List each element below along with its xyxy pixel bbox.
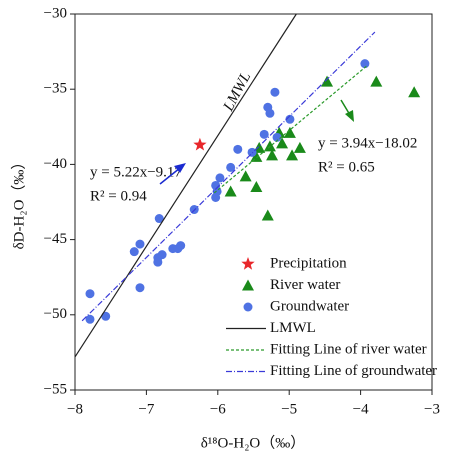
x-tick-label: −6	[210, 401, 226, 417]
legend-swatch	[243, 302, 253, 312]
point	[293, 141, 306, 153]
point	[85, 289, 95, 299]
point	[265, 108, 275, 118]
arrow	[159, 99, 354, 185]
y-tick-label: −35	[44, 81, 67, 97]
point	[283, 126, 296, 138]
point	[135, 239, 145, 249]
point	[176, 241, 186, 251]
point	[215, 173, 225, 183]
legend-label: Precipitation	[270, 255, 347, 271]
point	[286, 149, 299, 161]
legend-swatch	[242, 279, 254, 291]
point	[276, 137, 289, 149]
point	[408, 86, 421, 98]
point	[250, 150, 263, 162]
fit-line	[81, 31, 376, 322]
annotation: LMWL	[220, 70, 254, 115]
legend-swatch	[241, 257, 255, 270]
fit-line	[74, 13, 297, 358]
legend-label: Fitting Line of river water	[270, 341, 427, 357]
y-axis-label: δD-H₂O（‰）	[10, 155, 27, 250]
x-tick-label: −5	[281, 401, 297, 417]
point	[193, 137, 207, 151]
annotation: y = 5.22x−9.17	[90, 164, 182, 180]
point	[153, 257, 163, 267]
x-tick-label: −4	[353, 401, 369, 417]
y-tick-label: −45	[44, 231, 67, 247]
point	[239, 170, 252, 182]
point	[226, 162, 236, 172]
x-tick-label: −8	[67, 401, 83, 417]
point	[135, 283, 145, 293]
point	[285, 114, 295, 124]
legend-label: River water	[270, 277, 340, 293]
point	[233, 144, 243, 154]
plot-frame	[74, 13, 433, 391]
legend-label: Groundwater	[270, 298, 349, 314]
annotation: R² = 0.94	[90, 188, 147, 204]
point	[261, 209, 274, 221]
point	[129, 247, 139, 257]
point	[253, 141, 266, 153]
fit-line	[213, 64, 369, 194]
point	[85, 314, 95, 324]
point	[360, 59, 370, 69]
y-tick-label: −55	[44, 381, 67, 397]
point	[270, 87, 280, 97]
y-tick-label: −30	[44, 5, 67, 21]
point	[266, 149, 279, 161]
point	[250, 180, 263, 192]
point	[259, 129, 269, 139]
x-tick-label: −3	[424, 401, 440, 417]
x-tick-label: −7	[138, 401, 154, 417]
annotation: y = 3.94x−18.02	[318, 135, 417, 151]
y-tick-label: −50	[44, 306, 67, 322]
annotation: R² = 0.65	[318, 159, 375, 175]
point	[224, 185, 237, 197]
point	[101, 311, 111, 321]
point	[321, 75, 334, 87]
legend-label: Fitting Line of groundwater	[270, 363, 437, 379]
legend-label: LMWL	[270, 320, 316, 336]
point	[157, 250, 167, 260]
y-tick-label: −40	[44, 156, 67, 172]
x-axis-label: δ¹⁸O-H₂O（‰）	[201, 434, 306, 451]
point	[272, 132, 282, 142]
point	[154, 214, 164, 224]
point	[370, 75, 383, 87]
